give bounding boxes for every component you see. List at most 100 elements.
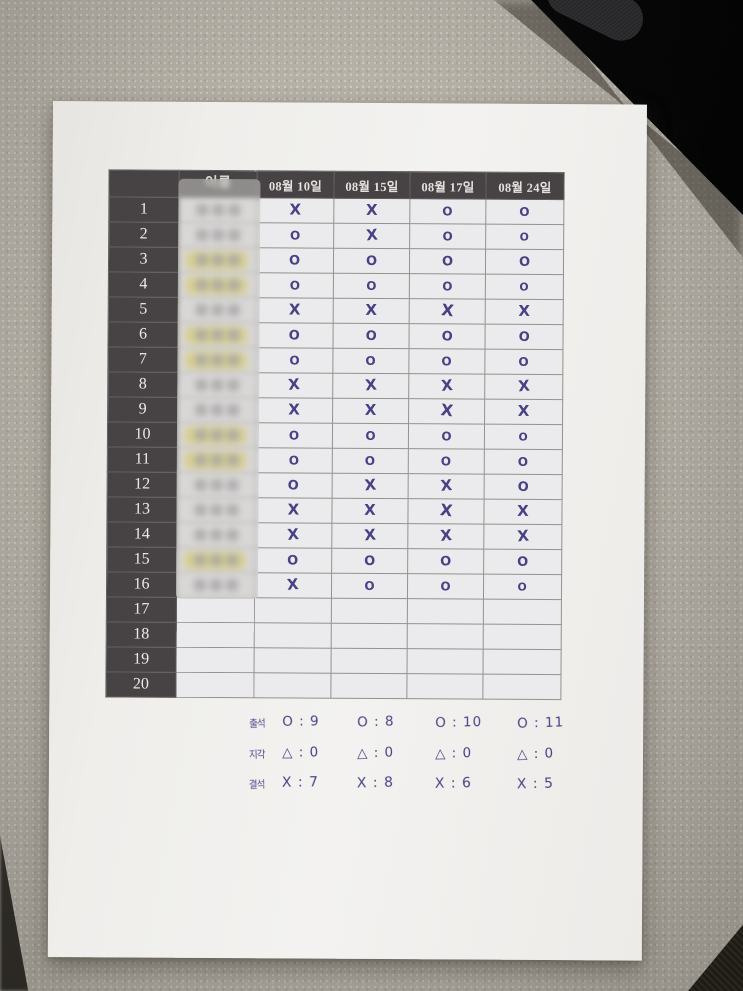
blurred-name <box>177 573 254 597</box>
table-row: 7 O O O O <box>107 346 563 375</box>
blurred-name <box>179 223 256 247</box>
mark-present: O <box>442 229 453 244</box>
mark-absent: X <box>363 525 377 545</box>
mark-absent: X <box>286 575 300 594</box>
mark-present: O <box>442 279 453 294</box>
attendance-mark-cell: X <box>408 373 485 400</box>
attendance-mark-cell <box>482 674 562 700</box>
attendance-mark-cell: O <box>409 223 486 250</box>
attendance-mark-cell <box>331 623 408 649</box>
attendance-mark-cell: O <box>484 449 563 475</box>
row-number: 19 <box>106 646 177 673</box>
blurred-name <box>177 548 254 572</box>
attendance-mark-cell: O <box>483 574 562 600</box>
attendance-mark-cell: X <box>256 197 334 224</box>
table-row: 16 X O O O <box>106 571 562 600</box>
mark-present: O <box>365 353 377 369</box>
attendance-mark-cell: X <box>408 473 485 500</box>
mark-absent: X <box>288 400 300 419</box>
student-name-cell <box>176 622 255 648</box>
attendance-mark-cell: O <box>407 548 484 575</box>
attendance-mark-cell: X <box>332 473 409 499</box>
attendance-mark-cell: O <box>409 248 486 275</box>
mark-present: O <box>516 554 529 571</box>
row-number: 14 <box>106 521 177 548</box>
student-name-cell <box>177 447 256 473</box>
mark-absent: X <box>365 225 379 245</box>
mark-absent: X <box>288 300 301 319</box>
table-row: 4 O O O O <box>108 271 564 300</box>
tally-value: △ : 0 <box>516 745 555 763</box>
attendance-mark-cell: O <box>485 249 564 275</box>
attendance-mark-cell: O <box>255 347 333 374</box>
blurred-name <box>179 298 256 322</box>
attendance-mark-cell: X <box>256 297 334 324</box>
row-number: 13 <box>106 496 178 523</box>
attendance-mark-cell: O <box>331 548 408 574</box>
tally-row: 출석 O : 9 O : 8 O : 10 O : 11 <box>249 712 609 738</box>
attendance-mark-cell: X <box>484 374 563 400</box>
blurred-name <box>178 448 255 472</box>
blurred-name <box>178 473 255 497</box>
blurred-name <box>179 198 256 222</box>
mark-absent: X <box>363 475 377 495</box>
tally-value: X : 7 <box>281 774 320 791</box>
student-name-cell <box>177 397 256 423</box>
table-row: 6 O O O O <box>107 321 564 350</box>
attendance-mark-cell: O <box>484 474 563 500</box>
attendance-mark-cell: O <box>255 322 334 349</box>
tally-value: △ : 0 <box>434 745 473 762</box>
mark-absent: X <box>517 501 529 520</box>
mark-present: O <box>290 228 301 243</box>
attendance-mark-cell: X <box>254 497 333 524</box>
tally-label: 출석 <box>249 717 265 731</box>
student-name-cell <box>177 422 256 448</box>
attendance-mark-cell: O <box>256 272 334 299</box>
tally-row: 지각 △ : 0 △ : 0 △ : 0 △ : 0 <box>249 743 609 769</box>
student-name-cell <box>178 297 257 323</box>
mark-present: O <box>287 478 300 494</box>
mark-present: O <box>520 230 530 244</box>
attendance-mark-cell: O <box>409 273 486 300</box>
blurred-name <box>177 523 254 547</box>
mark-present: O <box>517 454 529 470</box>
header-row: 이름 08월 10일 08월 15일 08월 17일 08월 24일 <box>108 169 565 200</box>
attendance-mark-cell: O <box>256 222 334 249</box>
student-name-cell <box>176 597 255 623</box>
student-name-cell <box>177 347 256 373</box>
attendance-mark-cell: X <box>407 498 485 525</box>
student-name-cell <box>178 222 257 248</box>
mark-present: O <box>364 578 375 593</box>
mark-present: O <box>518 254 531 271</box>
mark-absent: X <box>439 525 453 545</box>
table-row: 18 <box>106 621 562 650</box>
mark-absent: X <box>287 375 301 394</box>
mark-absent: X <box>517 401 530 420</box>
date-column-header: 08월 15일 <box>333 171 411 199</box>
attendance-mark-cell: X <box>484 399 563 425</box>
table-row: 14 X X X X <box>106 521 562 550</box>
attendance-mark-cell <box>407 598 484 625</box>
blurred-name <box>178 398 255 422</box>
row-number: 11 <box>107 446 178 473</box>
date-column-header: 08월 24일 <box>485 172 565 200</box>
attendance-mark-cell: X <box>255 397 333 424</box>
attendance-mark-cell: X <box>407 523 484 550</box>
attendance-mark-cell: O <box>485 274 564 300</box>
student-name-cell <box>176 497 256 523</box>
table-row: 12 O X X O <box>107 471 563 500</box>
attendance-mark-cell <box>253 672 332 699</box>
mark-present: O <box>289 253 301 269</box>
tally-value: X : 6 <box>434 775 473 792</box>
mark-present: O <box>289 278 301 293</box>
attendance-mark-cell: O <box>409 198 486 225</box>
mark-present: O <box>365 253 378 270</box>
table-row: 15 O O O O <box>106 546 562 575</box>
student-name-cell <box>178 197 257 223</box>
row-number: 7 <box>107 346 178 373</box>
attendance-mark-cell: O <box>255 422 333 449</box>
blurred-name <box>179 323 256 347</box>
tally-value: △ : 0 <box>356 744 395 762</box>
tally-value: O : 8 <box>356 713 395 731</box>
